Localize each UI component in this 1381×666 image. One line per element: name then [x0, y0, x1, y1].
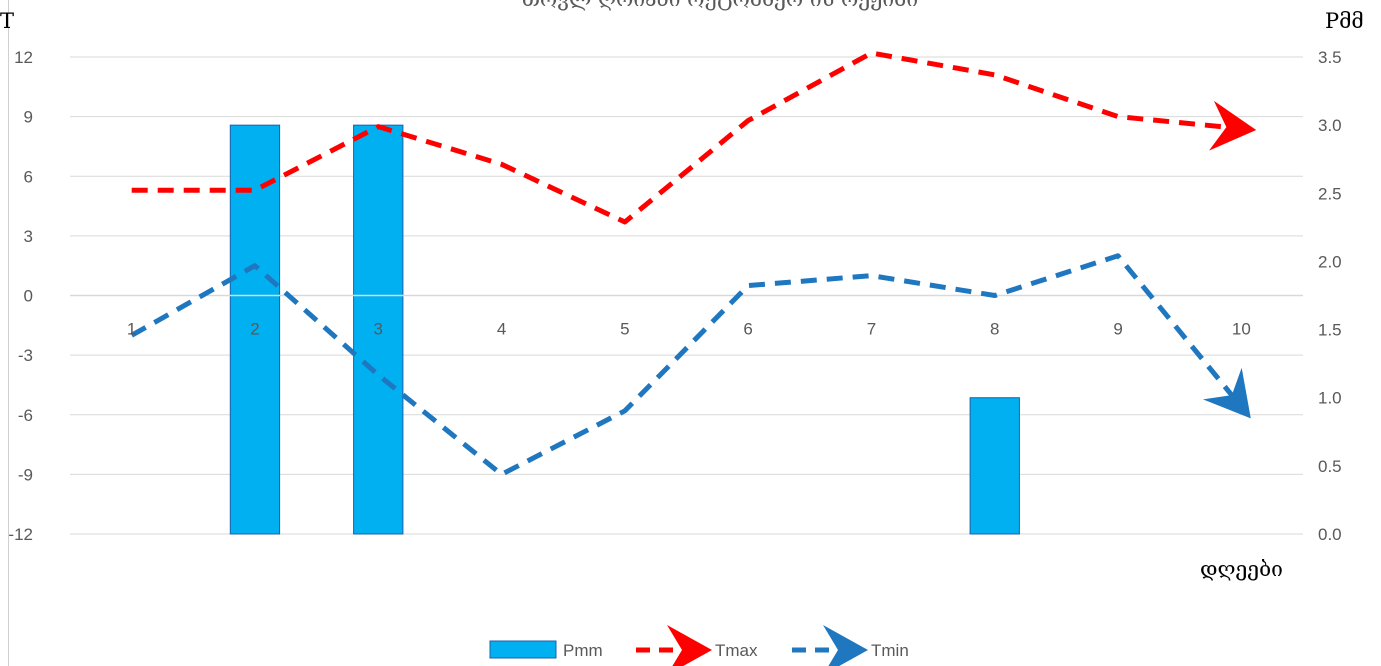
- x-tick-label: 3: [374, 320, 383, 339]
- legend-label-pmm: Pmm: [563, 641, 603, 660]
- x-axis-title: დღეები: [1200, 557, 1283, 581]
- y-left-tick-label: 12: [14, 48, 33, 67]
- series-line-tmin: [130, 253, 1251, 477]
- x-tick-label: 7: [867, 320, 876, 339]
- bar-series: [229, 124, 1020, 535]
- y-left-tick-label: -6: [18, 406, 33, 425]
- y-right-tick-label: 2.5: [1318, 184, 1342, 203]
- bar: [229, 124, 281, 535]
- chart-frame: [8, 0, 1381, 666]
- y-right-tick-label: 0.5: [1318, 457, 1342, 476]
- y-axis-right-title: Pმმ: [1325, 9, 1364, 33]
- tick-labels: 129630-3-6-9-123.53.02.52.01.51.00.50.01…: [8, 48, 1341, 544]
- x-tick-label: 2: [250, 320, 259, 339]
- y-left-tick-label: 9: [24, 108, 33, 127]
- y-right-tick-label: 1.5: [1318, 321, 1342, 340]
- y-axis-left-title: T: [0, 9, 14, 33]
- y-right-tick-label: 3.0: [1318, 116, 1342, 135]
- y-left-tick-label: 6: [24, 167, 33, 186]
- x-tick-label: 5: [620, 320, 629, 339]
- legend-label-tmin: Tmin: [871, 641, 909, 660]
- legend-label-tmax: Tmax: [715, 641, 758, 660]
- line-series: [70, 50, 1303, 477]
- y-right-tick-label: 0.0: [1318, 525, 1342, 544]
- y-right-tick-label: 2.0: [1318, 252, 1342, 271]
- x-tick-label: 6: [743, 320, 752, 339]
- bar: [969, 397, 1020, 535]
- chart-title: თოვლ ღრიანი ოქტომბერ ის რეჟიმი: [522, 0, 918, 11]
- y-left-tick-label: 3: [24, 227, 33, 246]
- legend: Pmm Tmax Tmin: [489, 625, 909, 666]
- x-tick-label: 9: [1113, 320, 1122, 339]
- x-tick-label: 8: [990, 320, 999, 339]
- y-right-tick-label: 1.0: [1318, 389, 1342, 408]
- series-line-tmax: [131, 50, 1257, 225]
- x-tick-label: 10: [1232, 320, 1251, 339]
- y-right-tick-label: 3.5: [1318, 48, 1342, 67]
- y-left-tick-label: -9: [18, 465, 33, 484]
- y-left-tick-label: -12: [8, 525, 33, 544]
- legend-swatch-pmm: [489, 640, 557, 659]
- y-left-tick-label: -3: [18, 346, 33, 365]
- x-tick-label: 4: [497, 320, 506, 339]
- x-tick-label: 1: [127, 320, 136, 339]
- y-left-tick-label: 0: [24, 287, 33, 306]
